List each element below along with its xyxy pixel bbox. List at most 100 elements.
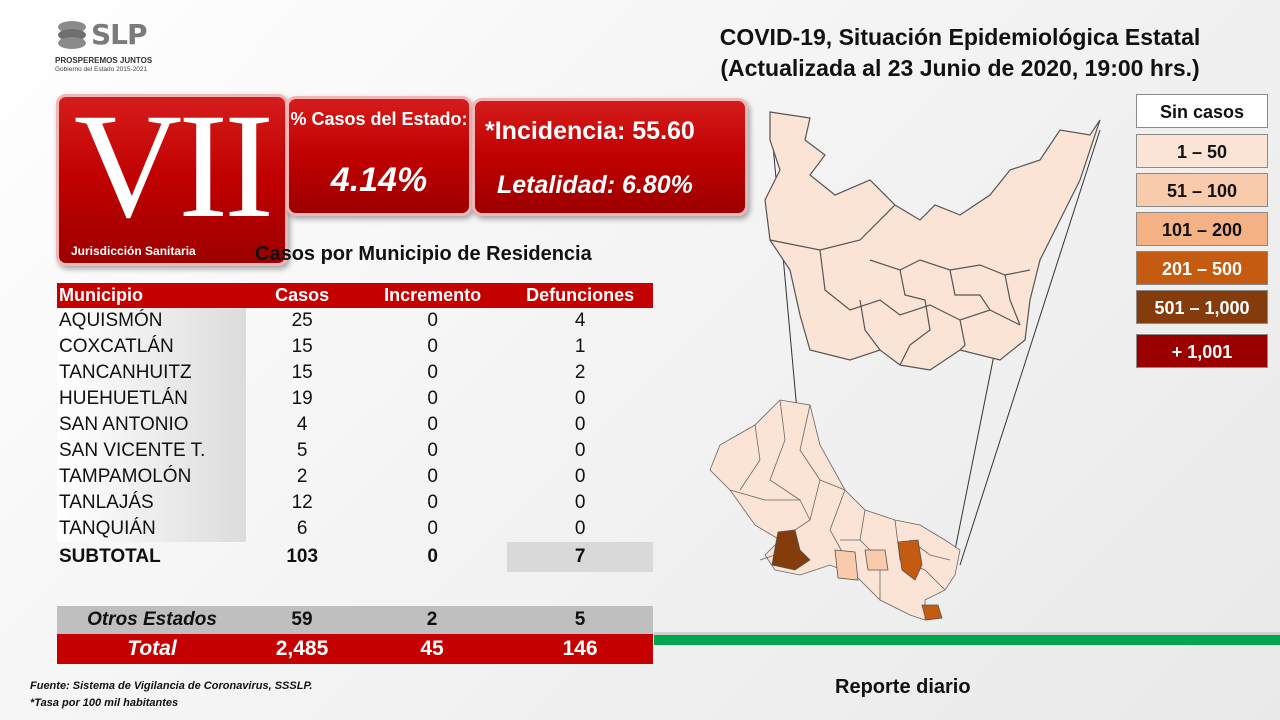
municipality-table: Municipio Casos Incremento Defunciones A… (57, 283, 653, 572)
table-row: TANCANHUITZ 15 0 2 (57, 360, 653, 386)
table-row: SAN VICENTE T. 5 0 0 (57, 438, 653, 464)
legend-item-sin-casos: Sin casos (1136, 94, 1268, 128)
jurisdiction-number: VII (73, 83, 274, 249)
cell-casos: 12 (291, 492, 313, 513)
table-title: Casos por Municipio de Residencia (255, 243, 592, 265)
cell-casos: 25 (291, 310, 313, 331)
subtotal-incremento: 0 (427, 546, 438, 567)
legend-item-1001-plus: + 1,001 (1136, 334, 1268, 368)
table-row: HUEHUETLÁN 19 0 0 (57, 386, 653, 412)
cell-municipio: SAN ANTONIO (57, 412, 247, 438)
cell-incremento: 0 (427, 440, 438, 461)
cell-incremento: 0 (427, 310, 438, 331)
incidence-box: *Incidencia: 55.60 Letalidad: 6.80% (472, 98, 748, 216)
cell-municipio: SAN VICENTE T. (57, 438, 247, 464)
table-row: TANQUIÁN 6 0 0 (57, 516, 653, 542)
other-states-casos: 59 (247, 606, 357, 634)
cell-municipio: AQUISMÓN (57, 308, 247, 334)
cell-incremento: 0 (427, 466, 438, 487)
slp-logo: SLP PROSPEREMOS JUNTOS Gobierno del Esta… (55, 18, 175, 83)
cell-defunciones: 0 (574, 518, 586, 539)
legend-item-201-500: 201 – 500 (1136, 251, 1268, 285)
rate-note: *Tasa por 100 mil habitantes (30, 697, 179, 709)
header-incremento: Incremento (357, 283, 508, 308)
jurisdiction-map (709, 111, 1101, 621)
total-row: Total 2,485 45 146 (57, 634, 653, 664)
legend-item-51-100: 51 – 100 (1136, 173, 1268, 207)
cell-incremento: 0 (427, 362, 438, 383)
cell-municipio: TAMPAMOLÓN (57, 464, 247, 490)
total-casos: 2,485 (247, 634, 357, 664)
cell-casos: 6 (296, 518, 308, 539)
percent-cases-value: 4.14% (330, 161, 428, 199)
legend-item-501-1000: 501 – 1,000 (1136, 290, 1268, 324)
other-states-defunciones: 5 (507, 606, 653, 634)
cell-defunciones: 1 (574, 336, 586, 357)
total-incremento: 45 (357, 634, 507, 664)
percent-cases-box: % Casos del Estado: 4.14% (286, 96, 472, 216)
divider-line (654, 632, 1280, 645)
cell-defunciones: 4 (574, 310, 586, 331)
jurisdiction-box: VII Jurisdicción Sanitaria (56, 83, 288, 266)
logo-text: SLP (91, 18, 148, 51)
cell-incremento: 0 (427, 492, 438, 513)
title-line-2: (Actualizada al 23 Junio de 2020, 19:00 … (720, 55, 1200, 81)
cell-incremento: 0 (427, 518, 438, 539)
subtotal-casos: 103 (286, 546, 319, 567)
page-title: COVID-19, Situación Epidemiológica Estat… (650, 22, 1270, 84)
cell-incremento: 0 (427, 414, 438, 435)
other-states-label: Otros Estados (57, 606, 247, 634)
incidence-value: *Incidencia: 55.60 (485, 117, 695, 145)
cell-casos: 4 (296, 414, 308, 435)
other-states-row: Otros Estados 59 2 5 (57, 606, 653, 634)
cell-incremento: 0 (427, 388, 438, 409)
cell-municipio: TANLAJÁS (57, 490, 247, 516)
total-defunciones: 146 (507, 634, 653, 664)
title-line-1: COVID-19, Situación Epidemiológica Estat… (719, 24, 1201, 50)
logo-slogan: PROSPEREMOS JUNTOS (55, 56, 153, 65)
cell-municipio: COXCATLÁN (57, 334, 247, 360)
subtotal-defunciones: 7 (507, 542, 653, 572)
lethality-value: Letalidad: 6.80% (497, 171, 693, 199)
source-note: Fuente: Sistema de Vigilancia de Coronav… (30, 680, 313, 692)
cell-casos: 2 (296, 466, 308, 487)
zoomed-region-map (764, 111, 1101, 371)
header-defunciones: Defunciones (507, 283, 653, 308)
total-label: Total (57, 634, 247, 664)
cell-defunciones: 2 (574, 362, 586, 383)
cell-municipio: TANCANHUITZ (57, 360, 247, 386)
table-row: SAN ANTONIO 4 0 0 (57, 412, 653, 438)
highlighted-municipalities (771, 529, 943, 621)
cell-casos: 15 (291, 336, 313, 357)
table-header-row: Municipio Casos Incremento Defunciones (57, 283, 653, 308)
jurisdiction-label: Jurisdicción Sanitaria (71, 244, 196, 258)
cell-defunciones: 0 (574, 388, 586, 409)
header-casos: Casos (246, 283, 358, 308)
logo-government: Gobierno del Estado 2015-2021 (55, 66, 148, 73)
state-map (709, 399, 961, 621)
totals-table: Otros Estados 59 2 5 Total 2,485 45 146 (57, 606, 653, 664)
legend-item-101-200: 101 – 200 (1136, 212, 1268, 246)
table-row: COXCATLÁN 15 0 1 (57, 334, 653, 360)
slp-logo-icon (58, 21, 86, 49)
cell-defunciones: 0 (574, 466, 586, 487)
subtotal-row: SUBTOTAL 103 0 7 (57, 542, 653, 572)
legend-item-1-50: 1 – 50 (1136, 134, 1268, 168)
cell-incremento: 0 (427, 336, 438, 357)
table-row: TANLAJÁS 12 0 0 (57, 490, 653, 516)
percent-cases-label: % Casos del Estado: (290, 109, 468, 129)
cell-casos: 15 (291, 362, 313, 383)
cell-casos: 19 (291, 388, 313, 409)
daily-report-label: Reporte diario (835, 676, 971, 698)
cell-municipio: HUEHUETLÁN (57, 386, 247, 412)
subtotal-label: SUBTOTAL (59, 546, 161, 567)
cell-defunciones: 0 (574, 414, 586, 435)
table-row: AQUISMÓN 25 0 4 (57, 308, 653, 334)
other-states-incremento: 2 (357, 606, 507, 634)
cell-municipio: TANQUIÁN (57, 516, 247, 542)
cell-defunciones: 0 (574, 492, 586, 513)
header-municipio: Municipio (57, 283, 247, 308)
table-row: TAMPAMOLÓN 2 0 0 (57, 464, 653, 490)
cell-casos: 5 (296, 440, 308, 461)
cell-defunciones: 0 (574, 440, 586, 461)
